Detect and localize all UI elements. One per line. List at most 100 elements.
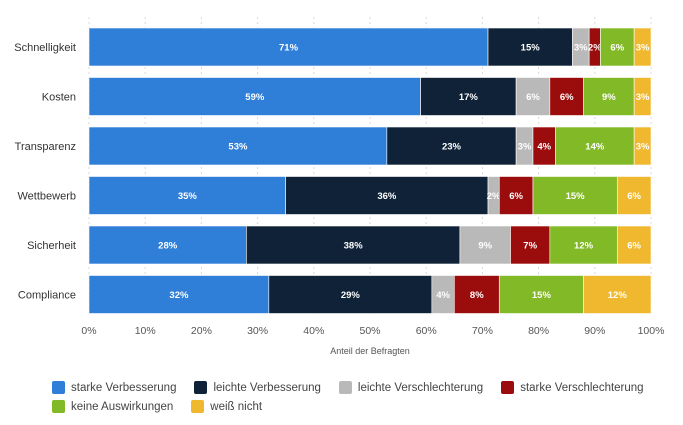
- legend-label: starke Verschlechterung: [520, 381, 644, 394]
- bar-segment[interactable]: [88, 225, 247, 265]
- bar-segment[interactable]: [88, 77, 421, 116]
- data-label: 29%: [341, 290, 361, 301]
- legend-swatch: [52, 400, 65, 413]
- bar-segment[interactable]: [453, 275, 500, 314]
- data-label: 12%: [574, 241, 594, 252]
- bar-segment[interactable]: [633, 27, 652, 67]
- bar-segment[interactable]: [633, 77, 652, 116]
- category-label: Kosten: [42, 92, 76, 104]
- bar-segment[interactable]: [616, 176, 652, 215]
- data-label: 6%: [610, 43, 624, 54]
- data-label: 12%: [608, 290, 628, 301]
- x-tick-label: 50%: [359, 325, 380, 337]
- bar-segment[interactable]: [268, 275, 433, 314]
- bar-segment[interactable]: [498, 176, 534, 215]
- data-label: 3%: [518, 142, 532, 153]
- bar-segment[interactable]: [498, 275, 584, 314]
- category-label: Compliance: [18, 290, 76, 302]
- legend-item[interactable]: leichte Verschlechterung: [338, 381, 484, 394]
- legend-label: leichte Verschlechterung: [357, 381, 484, 394]
- category-label: Sicherheit: [27, 240, 76, 252]
- data-label: 9%: [478, 241, 492, 252]
- data-label: 6%: [627, 191, 641, 202]
- data-label: 4%: [537, 142, 551, 153]
- x-tick-label: 60%: [416, 325, 437, 337]
- x-axis-ticks: 0% 10% 20% 30% 40% 50% 60% 70% 80% 90% 100%: [81, 325, 664, 337]
- data-label: 53%: [228, 142, 248, 153]
- data-label: 9%: [602, 92, 616, 103]
- data-label: 3%: [574, 43, 588, 54]
- bar-segment[interactable]: [420, 77, 517, 116]
- legend-item[interactable]: weiß nicht: [191, 400, 262, 413]
- data-label: 4%: [436, 290, 450, 301]
- legend-swatch: [194, 381, 208, 394]
- bar-segment[interactable]: [487, 27, 573, 67]
- data-label: 8%: [470, 290, 484, 301]
- data-label: 71%: [279, 43, 299, 54]
- data-label: 6%: [560, 92, 574, 103]
- data-label: 28%: [158, 241, 178, 252]
- bar-segment[interactable]: [510, 225, 551, 265]
- legend-items: starke Verbesserung leichte Verbesserung l…: [52, 381, 677, 413]
- bar-segment[interactable]: [88, 176, 286, 215]
- x-tick-label: 100%: [638, 325, 665, 337]
- bar-segment[interactable]: [88, 27, 489, 67]
- data-label: 3%: [636, 43, 650, 54]
- data-label: 15%: [532, 290, 552, 301]
- data-label: 3%: [636, 92, 650, 103]
- x-tick-label: 80%: [528, 325, 549, 337]
- data-label: 35%: [178, 191, 198, 202]
- legend-item[interactable]: starke Verschlechterung: [501, 381, 644, 394]
- category-label: Schnelligkeit: [14, 42, 76, 54]
- data-label: 17%: [459, 92, 479, 103]
- data-label: 59%: [245, 92, 265, 103]
- data-label: 15%: [566, 191, 586, 202]
- legend-swatch: [52, 381, 65, 394]
- legend: starke Verbesserung leichte Verbesserung l…: [52, 381, 677, 413]
- legend-swatch: [191, 400, 205, 413]
- bar-segment[interactable]: [600, 27, 635, 67]
- legend-swatch: [501, 381, 515, 394]
- bar-segment[interactable]: [88, 126, 388, 166]
- bar-segment[interactable]: [616, 225, 652, 265]
- bar-segment[interactable]: [88, 275, 270, 314]
- data-label: 7%: [523, 241, 537, 252]
- bar-segment[interactable]: [549, 225, 618, 265]
- legend-label: starke Verbesserung: [71, 381, 177, 394]
- bar-segment[interactable]: [555, 126, 635, 166]
- legend-item[interactable]: leichte Verbesserung: [194, 381, 321, 394]
- legend-swatch: [338, 381, 352, 394]
- bar-segment[interactable]: [386, 126, 517, 166]
- data-label: 32%: [169, 290, 189, 301]
- legend-item[interactable]: keine Auswirkungen: [52, 400, 173, 413]
- bar-segment[interactable]: [285, 176, 489, 215]
- x-axis-title: Anteil der Befragten: [330, 346, 410, 356]
- data-label: 2%: [588, 43, 602, 54]
- legend-item[interactable]: starke Verbesserung: [52, 381, 176, 394]
- bar-segment[interactable]: [549, 77, 584, 116]
- bar-segment[interactable]: [532, 176, 618, 215]
- data-label: 15%: [521, 43, 541, 54]
- bar-segment[interactable]: [583, 275, 652, 314]
- data-label: 23%: [442, 142, 462, 153]
- x-tick-label: 0%: [81, 325, 96, 337]
- data-label: 36%: [377, 191, 397, 202]
- category-label: Transparenz: [15, 141, 76, 153]
- category-label: Wettbewerb: [18, 191, 77, 203]
- x-tick-label: 40%: [303, 325, 324, 337]
- legend-label: weiß nicht: [210, 400, 263, 413]
- bar-segment[interactable]: [246, 225, 461, 265]
- bars: 71% 15% 3% 2% 6% 3%59% 17% 6% 6% 9% 3%53% 23% 3% 4% 14…: [88, 27, 652, 314]
- data-label: 38%: [344, 241, 364, 252]
- legend-label: leichte Verbesserung: [213, 381, 321, 394]
- stacked-bar-chart: 71% 15% 3% 2% 6% 3%59% 17% 6% 6% 9% 3%53% 23% 3% 4% 14…: [14, 17, 664, 356]
- category-labels: Schnelligkeit Kosten Transparenz Wettbewerb…: [14, 42, 76, 302]
- data-label: 14%: [585, 142, 605, 153]
- bar-segment[interactable]: [583, 77, 635, 116]
- data-label: 6%: [627, 241, 641, 252]
- x-tick-label: 70%: [472, 325, 493, 337]
- data-label: 6%: [526, 92, 540, 103]
- bar-segment[interactable]: [633, 126, 652, 166]
- bar-segment[interactable]: [515, 77, 551, 116]
- legend-label: keine Auswirkungen: [71, 400, 174, 413]
